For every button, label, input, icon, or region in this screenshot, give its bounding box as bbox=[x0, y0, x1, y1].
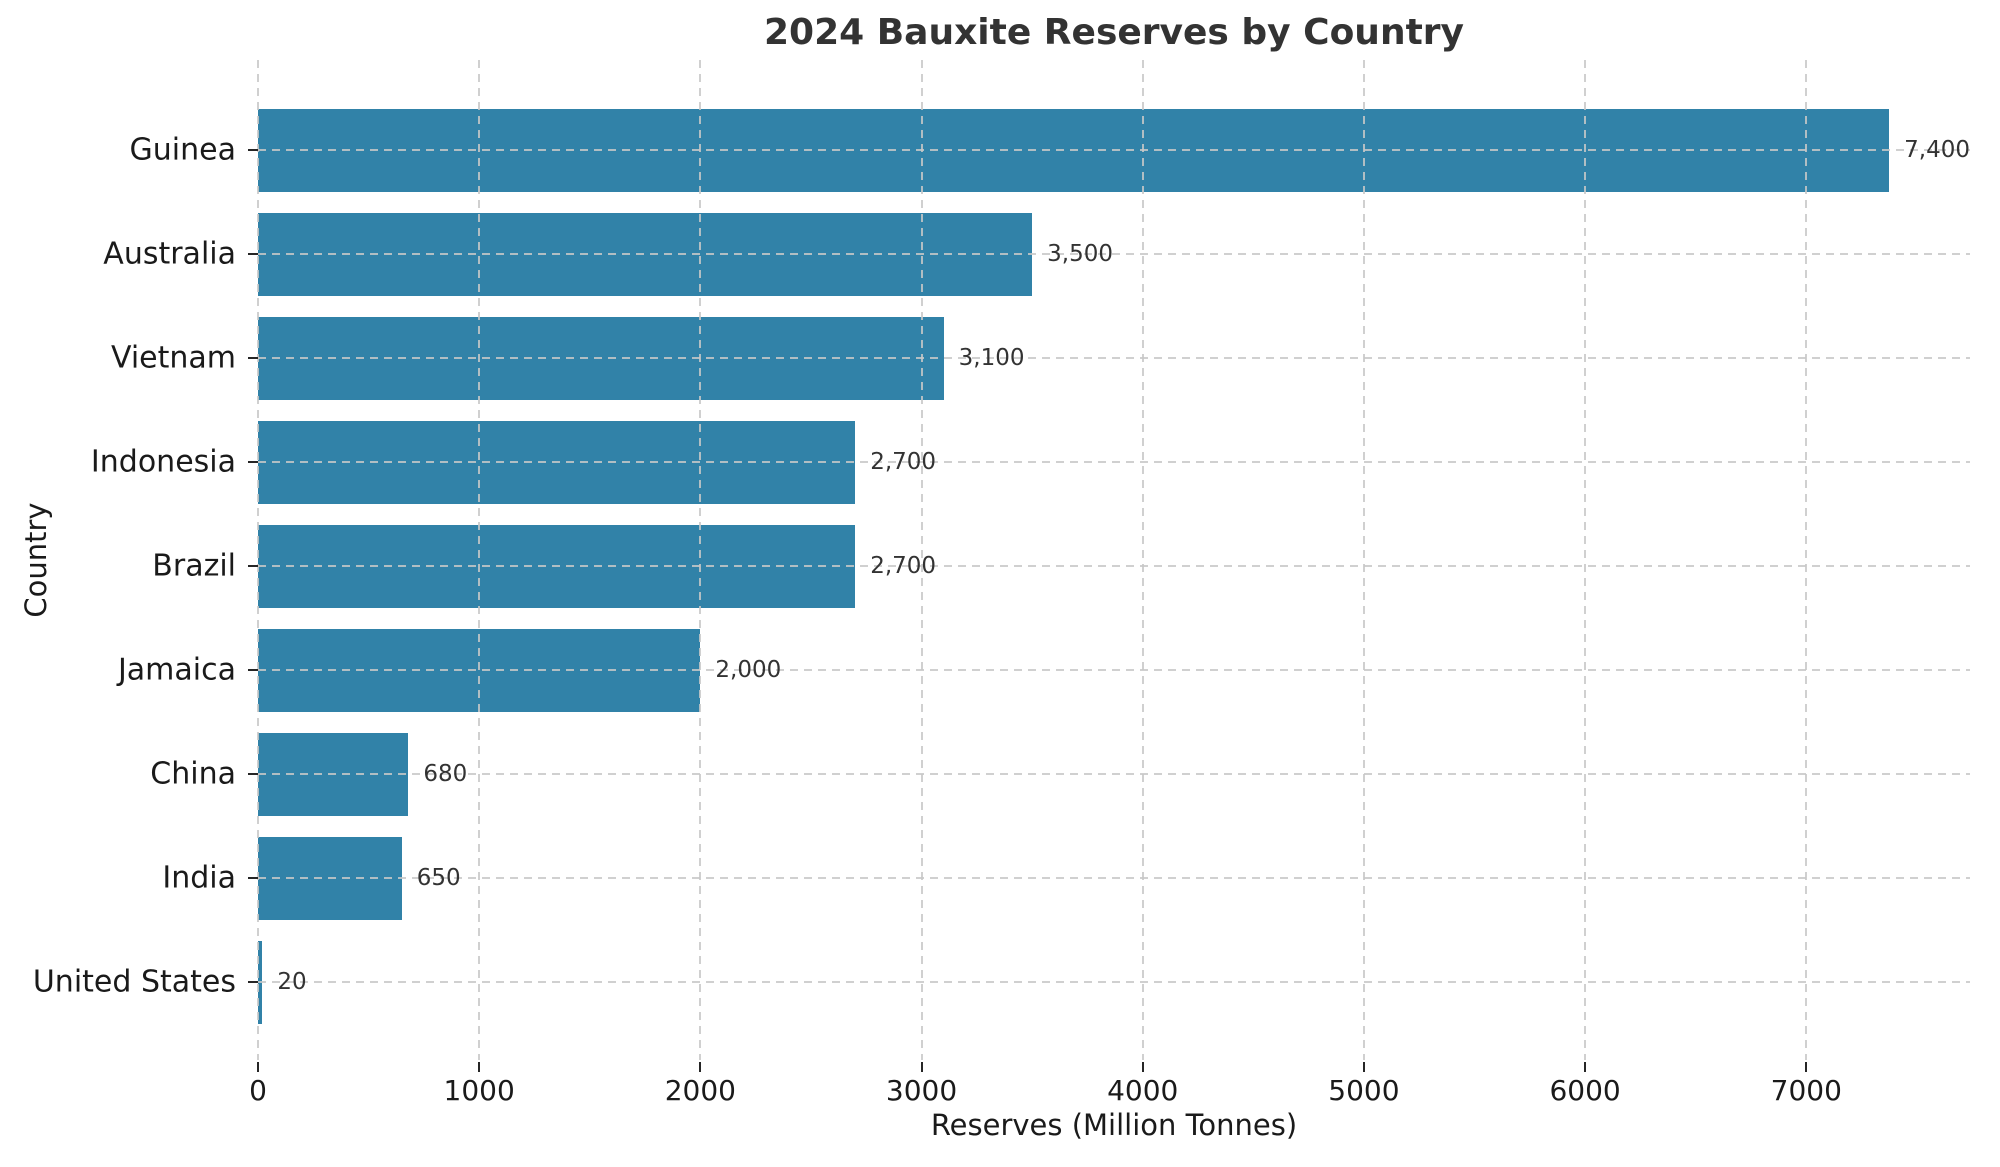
x-axis-tick-mark bbox=[478, 1062, 481, 1072]
bar-value-label: 20 bbox=[277, 969, 307, 995]
x-axis: 0 1000 2000 3000 4000 5000 6000 7000 bbox=[249, 1060, 1970, 1107]
y-axis-tick-mark bbox=[248, 981, 258, 983]
horizontal-gridline bbox=[258, 149, 1970, 151]
bar-value-label: 3,100 bbox=[958, 345, 1025, 371]
x-axis-tick-label: 5000 bbox=[1328, 1074, 1400, 1107]
horizontal-gridline bbox=[258, 669, 1970, 671]
bar-row: China 680 bbox=[150, 722, 1970, 826]
y-axis-tick-mark bbox=[248, 461, 258, 463]
category-label: Indonesia bbox=[90, 444, 236, 480]
x-axis-tick-mark bbox=[1141, 1062, 1144, 1072]
bar-value-label: 3,500 bbox=[1047, 241, 1114, 267]
bar-value-label: 2,700 bbox=[870, 449, 937, 475]
bar-row: Brazil 2,700 bbox=[152, 514, 1970, 618]
y-axis-label: Country bbox=[19, 502, 53, 618]
category-label: Jamaica bbox=[117, 652, 236, 688]
category-label: Vietnam bbox=[110, 340, 236, 376]
x-axis-tick-mark bbox=[257, 1062, 259, 1072]
x-axis-tick-mark bbox=[1584, 1062, 1587, 1072]
bar-rows: Guinea 7,400 Australia 3,500 Vietnam 3,100 Ind… bbox=[33, 60, 1970, 1060]
y-axis-tick-mark bbox=[248, 253, 258, 255]
x-axis-tick-mark bbox=[1362, 1062, 1365, 1072]
x-axis-tick-label: 6000 bbox=[1549, 1074, 1621, 1107]
plot-area: Guinea 7,400 Australia 3,500 Vietnam 3,100 Ind… bbox=[33, 60, 1970, 1060]
x-axis-tick-label: 3000 bbox=[885, 1074, 958, 1107]
horizontal-gridline bbox=[258, 773, 1970, 775]
bar-value-label: 680 bbox=[423, 761, 468, 787]
bar-row: Indonesia 2,700 bbox=[91, 410, 1970, 514]
horizontal-gridline bbox=[258, 357, 1970, 359]
category-label: Brazil bbox=[152, 548, 236, 584]
x-axis-tick-label: 7000 bbox=[1770, 1074, 1842, 1107]
x-axis-label: Reserves (Million Tonnes) bbox=[930, 1108, 1298, 1142]
y-axis-tick-mark bbox=[248, 357, 258, 359]
bar-value-label: 650 bbox=[416, 865, 461, 891]
x-axis-tick-mark bbox=[920, 1062, 923, 1072]
category-label: Guinea bbox=[129, 132, 236, 168]
horizontal-gridline bbox=[258, 981, 1970, 983]
x-axis-tick-label: 2000 bbox=[664, 1074, 737, 1107]
y-axis-tick-mark bbox=[248, 877, 258, 879]
bar-row: United States 20 bbox=[33, 930, 1970, 1034]
bar-row: Australia 3,500 bbox=[103, 202, 1970, 306]
bar-row: Vietnam 3,100 bbox=[111, 306, 1970, 410]
y-axis-tick-mark bbox=[248, 773, 258, 775]
y-axis-tick-mark bbox=[248, 565, 258, 567]
bar-row: Guinea 7,400 bbox=[130, 98, 1970, 202]
category-label: China bbox=[150, 756, 236, 792]
bar-value-label: 7,400 bbox=[1904, 137, 1970, 163]
bar-row: India 650 bbox=[162, 826, 1970, 930]
horizontal-gridline bbox=[258, 461, 1970, 463]
category-label: United States bbox=[32, 964, 236, 1000]
category-label: Australia bbox=[103, 236, 236, 272]
chart-title: 2024 Bauxite Reserves by Country bbox=[764, 12, 1464, 53]
y-axis-tick-mark bbox=[248, 149, 258, 151]
horizontal-gridline bbox=[258, 877, 1970, 879]
x-axis-tick-label: 1000 bbox=[443, 1074, 515, 1107]
bar-value-label: 2,000 bbox=[715, 657, 782, 683]
x-axis-tick-mark bbox=[1805, 1062, 1808, 1072]
x-axis-tick-mark bbox=[699, 1062, 702, 1072]
category-label: India bbox=[162, 860, 236, 896]
y-axis-tick-mark bbox=[248, 669, 258, 671]
x-axis-tick-label: 4000 bbox=[1107, 1074, 1179, 1107]
x-axis-tick-label: 0 bbox=[249, 1074, 267, 1107]
horizontal-gridline bbox=[258, 253, 1970, 255]
bar-value-label: 2,700 bbox=[870, 553, 937, 579]
horizontal-gridline bbox=[258, 565, 1970, 567]
bar-row: Jamaica 2,000 bbox=[118, 618, 1970, 722]
